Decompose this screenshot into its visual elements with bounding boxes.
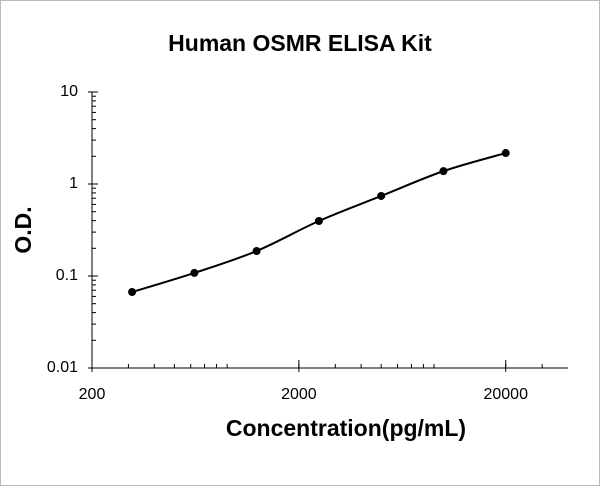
- data-point: [501, 149, 510, 158]
- y-axis-label: O.D.: [10, 206, 36, 253]
- y-tick-label: 10: [60, 83, 78, 100]
- data-point: [252, 246, 261, 255]
- x-tick-label: 200: [79, 386, 106, 403]
- x-tick-label: 2000: [281, 386, 317, 403]
- y-tick-label: 1: [69, 175, 78, 192]
- data-point: [439, 167, 448, 176]
- y-tick-label: 0.1: [56, 267, 78, 284]
- chart-title: Human OSMR ELISA Kit: [168, 30, 432, 56]
- y-tick-label: 0.01: [47, 359, 78, 376]
- data-point: [190, 268, 199, 277]
- data-point: [377, 191, 386, 200]
- data-point: [314, 217, 323, 226]
- x-axis-label: Concentration(pg/mL): [226, 415, 466, 441]
- x-tick-label: 20000: [483, 386, 528, 403]
- data-point: [128, 288, 137, 297]
